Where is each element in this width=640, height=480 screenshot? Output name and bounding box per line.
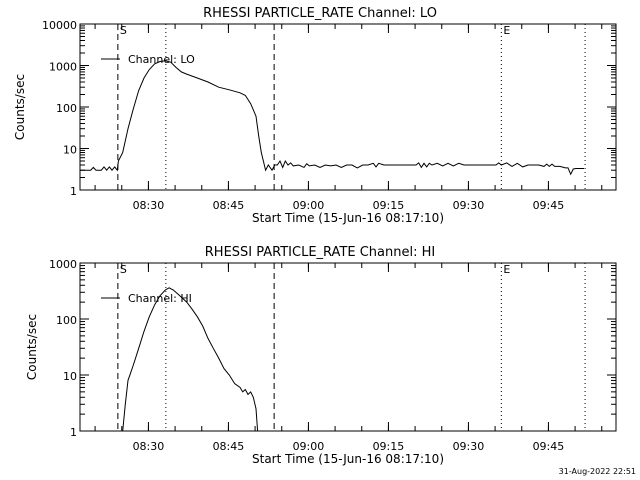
x-tick-label: 09:30	[453, 440, 485, 453]
chart-panel-hi: RHESSI PARTICLE_RATE Channel: HI 1 10 100 10…	[25, 245, 617, 466]
series-line-hi	[122, 287, 259, 432]
y-axis-label: Counts/sec	[25, 314, 39, 380]
y-tick-label: 10000	[42, 19, 77, 32]
legend-label: Channel: HI	[128, 292, 192, 305]
x-axis-label: Start Time (15-Jun-16 08:17:10)	[252, 211, 444, 225]
chart-title: RHESSI PARTICLE_RATE Channel: LO	[203, 6, 437, 21]
x-tick-label: 09:45	[533, 440, 565, 453]
marker-label: E	[503, 24, 510, 37]
x-tick-label: 08:45	[213, 199, 245, 212]
x-tick-label: 09:15	[373, 199, 405, 212]
marker-label: E	[503, 263, 510, 276]
marker-label: S	[120, 263, 127, 276]
legend-label: Channel: LO	[128, 53, 195, 66]
y-axis-label: Counts/sec	[13, 74, 27, 140]
timestamp: 31-Aug-2022 22:51	[559, 467, 636, 476]
plot-frame	[79, 262, 617, 432]
chart-panel-lo: RHESSI PARTICLE_RATE Channel: LO 1 10 100 10…	[13, 6, 617, 225]
y-tick-label: 10	[63, 370, 77, 383]
y-tick-label: 100	[56, 102, 77, 115]
x-tick-label: 09:00	[293, 440, 325, 453]
x-tick-label: 08:45	[213, 440, 245, 453]
y-tick-label: 100	[56, 314, 77, 327]
chart-title: RHESSI PARTICLE_RATE Channel: HI	[205, 245, 435, 260]
x-tick-label: 09:30	[453, 199, 485, 212]
x-tick-label: 09:00	[293, 199, 325, 212]
x-tick-label: 09:15	[373, 440, 405, 453]
series-line-lo	[80, 60, 584, 176]
y-tick-label: 10	[63, 144, 77, 157]
x-tick-label: 09:45	[533, 199, 565, 212]
x-axis-label: Start Time (15-Jun-16 08:17:10)	[252, 452, 444, 466]
y-tick-label: 1000	[49, 61, 77, 74]
x-tick-label: 08:30	[133, 199, 165, 212]
marker-label: S	[120, 24, 127, 37]
y-tick-label: 1	[70, 426, 77, 439]
x-tick-label: 08:30	[133, 440, 165, 453]
y-tick-label: 1000	[49, 258, 77, 271]
y-tick-label: 1	[70, 185, 77, 198]
